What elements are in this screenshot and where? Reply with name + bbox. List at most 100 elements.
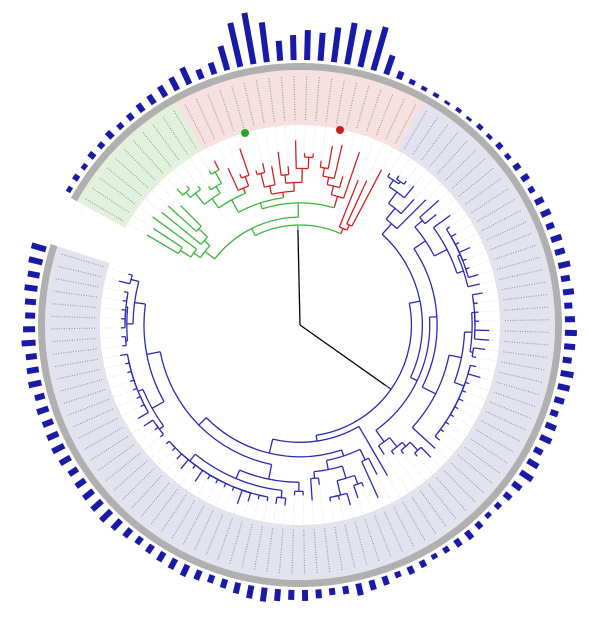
leaf-guide [389,152,403,174]
branch [146,234,179,255]
leaf-guide [132,214,154,229]
ring-bar [116,121,125,131]
branch [401,442,407,447]
branch [227,168,239,191]
leaf-guide [455,223,473,235]
branch [194,192,205,205]
leaf-label [494,244,538,260]
branch [186,185,190,190]
branch [284,498,287,506]
ring-bar [454,106,463,114]
leaf-label [304,75,308,121]
branch [213,160,220,171]
branch [297,230,301,326]
ring-bar [125,112,135,122]
leaf-guide [489,339,500,342]
branch [341,449,345,457]
leaf-label [160,494,187,533]
ring-bar [512,162,522,172]
leaf-guide [131,425,145,434]
branch [176,188,184,196]
branch [129,274,133,284]
branch [336,480,342,496]
ring-bar [87,150,97,160]
leaf-label [354,522,368,566]
branch [388,191,398,204]
ring-bar [41,418,55,428]
leaf-guide [434,448,448,461]
leaf-label [364,519,380,563]
leaf-label [83,426,123,451]
leaf-label [278,529,284,575]
branch [465,381,470,385]
branch [385,207,396,220]
ring-bar [539,208,552,218]
branch [271,190,295,195]
leaf-label [486,220,528,241]
branch [413,248,438,388]
ring-bar [418,559,428,569]
branch [333,196,339,208]
branch [275,497,278,505]
ring-bar [51,442,66,455]
leaf-guide [274,126,279,152]
ring-bar [484,511,493,520]
ring-bar [122,527,134,539]
leaf-label [130,475,162,510]
branch [342,151,361,199]
leaf-label [114,156,149,189]
branch [239,174,242,179]
leaf-guide [362,486,374,512]
ring-bar [554,247,566,256]
leaf-label [161,115,188,155]
branch [337,495,340,500]
branch [326,177,330,185]
branch [137,388,144,392]
leaf-guide [469,383,490,391]
branch [322,175,335,180]
ring-bar [25,353,38,361]
leaf-label [280,75,286,121]
ring-bar [58,454,72,467]
branch [434,248,448,257]
ring-bar [168,76,181,92]
branch [462,258,467,262]
leaf-guide [475,366,495,372]
ring-bar [550,233,563,244]
branch [388,186,405,199]
ring-bar [502,491,513,501]
ring-bar [503,152,512,161]
branch [421,386,436,395]
ring-bar [275,40,284,61]
leaf-guide [332,128,336,147]
leaf-guide [466,251,487,260]
ring-bar [290,35,297,61]
leaf-guide [164,458,178,473]
branch [388,202,402,215]
branch [299,324,387,387]
leaf-label [90,187,130,213]
leaf-label [141,130,171,167]
leaf-guide [341,130,346,145]
leaf-label [476,198,517,223]
branch [236,489,243,505]
ring-bar [553,396,565,405]
leaf-label [465,177,503,205]
leaf-guide [273,503,277,524]
leaf-label [499,268,544,280]
branch [269,185,273,195]
leaf-guide [104,363,126,369]
ring-bar [146,93,157,106]
leaf-guide [181,163,199,187]
leaf-guide [469,241,483,248]
branch [310,478,313,501]
ring-bar [72,173,81,182]
leaf-guide [430,456,441,468]
leaf-guide [304,125,306,154]
clade-band [176,70,425,151]
branch [313,465,343,473]
leaf-label [193,510,214,552]
branch [146,351,161,355]
leaf-guide [475,357,497,362]
ring-bar [453,537,463,548]
